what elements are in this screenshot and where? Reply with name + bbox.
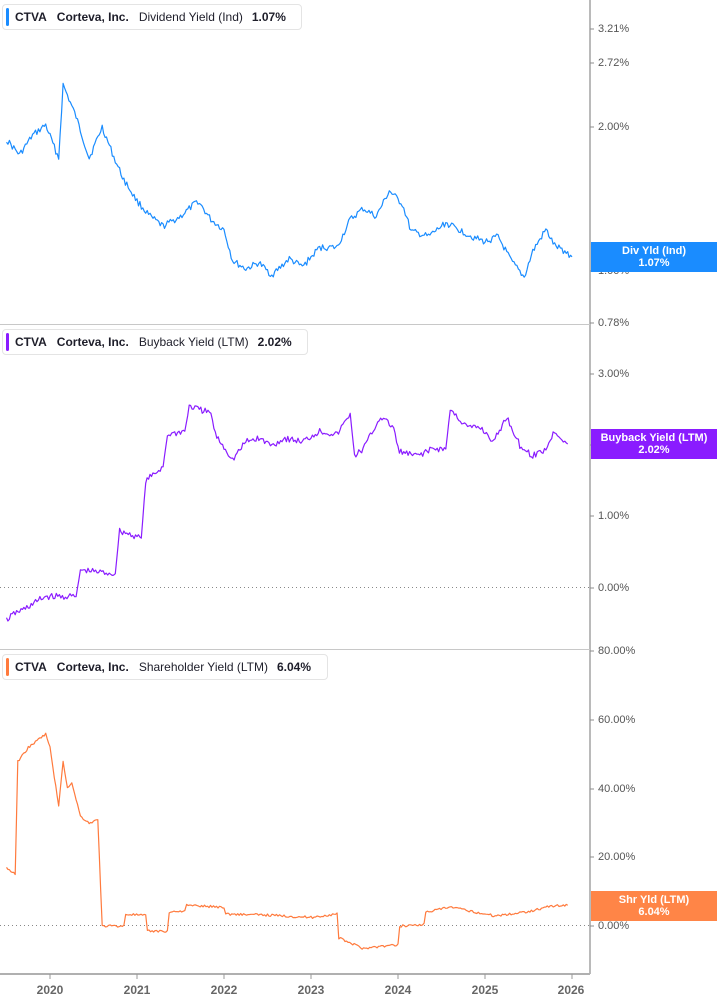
legend-company: Corteva, Inc.: [56, 660, 129, 674]
legend-ticker: CTVA: [15, 660, 47, 674]
y-tick-label: 2.00%: [598, 121, 630, 133]
legend-ticker: CTVA: [15, 10, 47, 24]
legend-buyback-yield[interactable]: CTVA Corteva, Inc. Buyback Yield (LTM) 2…: [2, 329, 308, 355]
flag-label: Div Yld (Ind): [622, 245, 686, 257]
x-tick-label: 2023: [297, 983, 325, 997]
legend-company: Corteva, Inc.: [56, 10, 129, 24]
legend-value: 6.04%: [276, 660, 312, 674]
series-color-swatch: [6, 333, 9, 351]
y-tick-label: 3.00%: [598, 368, 630, 380]
y-tick-label: 0.00%: [598, 582, 630, 594]
flag-label: Buyback Yield (LTM): [600, 432, 708, 444]
series-line: [6, 732, 569, 950]
x-tick-label: 2026: [557, 983, 585, 997]
legend-dividend-yield[interactable]: CTVA Corteva, Inc. Dividend Yield (Ind) …: [2, 4, 302, 30]
flag-label: Shr Yld (LTM): [618, 894, 690, 906]
y-tick-label: 80.00%: [598, 645, 636, 657]
legend-metric: Buyback Yield (LTM): [138, 335, 249, 349]
x-tick-label: 2024: [384, 983, 412, 997]
y-tick-label: 1.00%: [598, 510, 630, 522]
y-tick-label: 3.21%: [598, 23, 630, 35]
x-tick-label: 2022: [210, 983, 238, 997]
series-color-swatch: [6, 8, 9, 26]
y-tick-label: 0.00%: [598, 920, 630, 932]
y-tick-label: 0.78%: [598, 317, 630, 329]
flag-value: 6.04%: [638, 906, 670, 918]
value-flag-dividend-yield: Div Yld (Ind) 1.07%: [591, 242, 717, 272]
series-color-swatch: [6, 658, 9, 676]
legend-company: Corteva, Inc.: [56, 335, 129, 349]
series-line: [5, 404, 569, 622]
legend-value: 2.02%: [257, 335, 292, 349]
value-flag-shareholder-yield: Shr Yld (LTM) 6.04%: [591, 891, 717, 921]
x-tick-label: 2025: [471, 983, 499, 997]
y-tick-label: 40.00%: [598, 783, 636, 795]
y-tick-label: 2.72%: [598, 57, 630, 69]
legend-shareholder-yield[interactable]: CTVA Corteva, Inc. Shareholder Yield (LT…: [2, 654, 328, 680]
legend-metric: Dividend Yield (Ind): [138, 10, 243, 24]
legend-value: 1.07%: [251, 10, 286, 24]
flag-value: 2.02%: [638, 444, 670, 456]
x-tick-label: 2020: [36, 983, 64, 997]
legend-ticker: CTVA: [15, 335, 47, 349]
y-tick-label: 20.00%: [598, 851, 636, 863]
flag-value: 1.07%: [638, 257, 670, 269]
x-tick-label: 2021: [123, 983, 151, 997]
series-line: [6, 82, 573, 278]
y-tick-label: 60.00%: [598, 714, 636, 726]
value-flag-buyback-yield: Buyback Yield (LTM) 2.02%: [591, 429, 717, 459]
legend-metric: Shareholder Yield (LTM): [138, 660, 268, 674]
